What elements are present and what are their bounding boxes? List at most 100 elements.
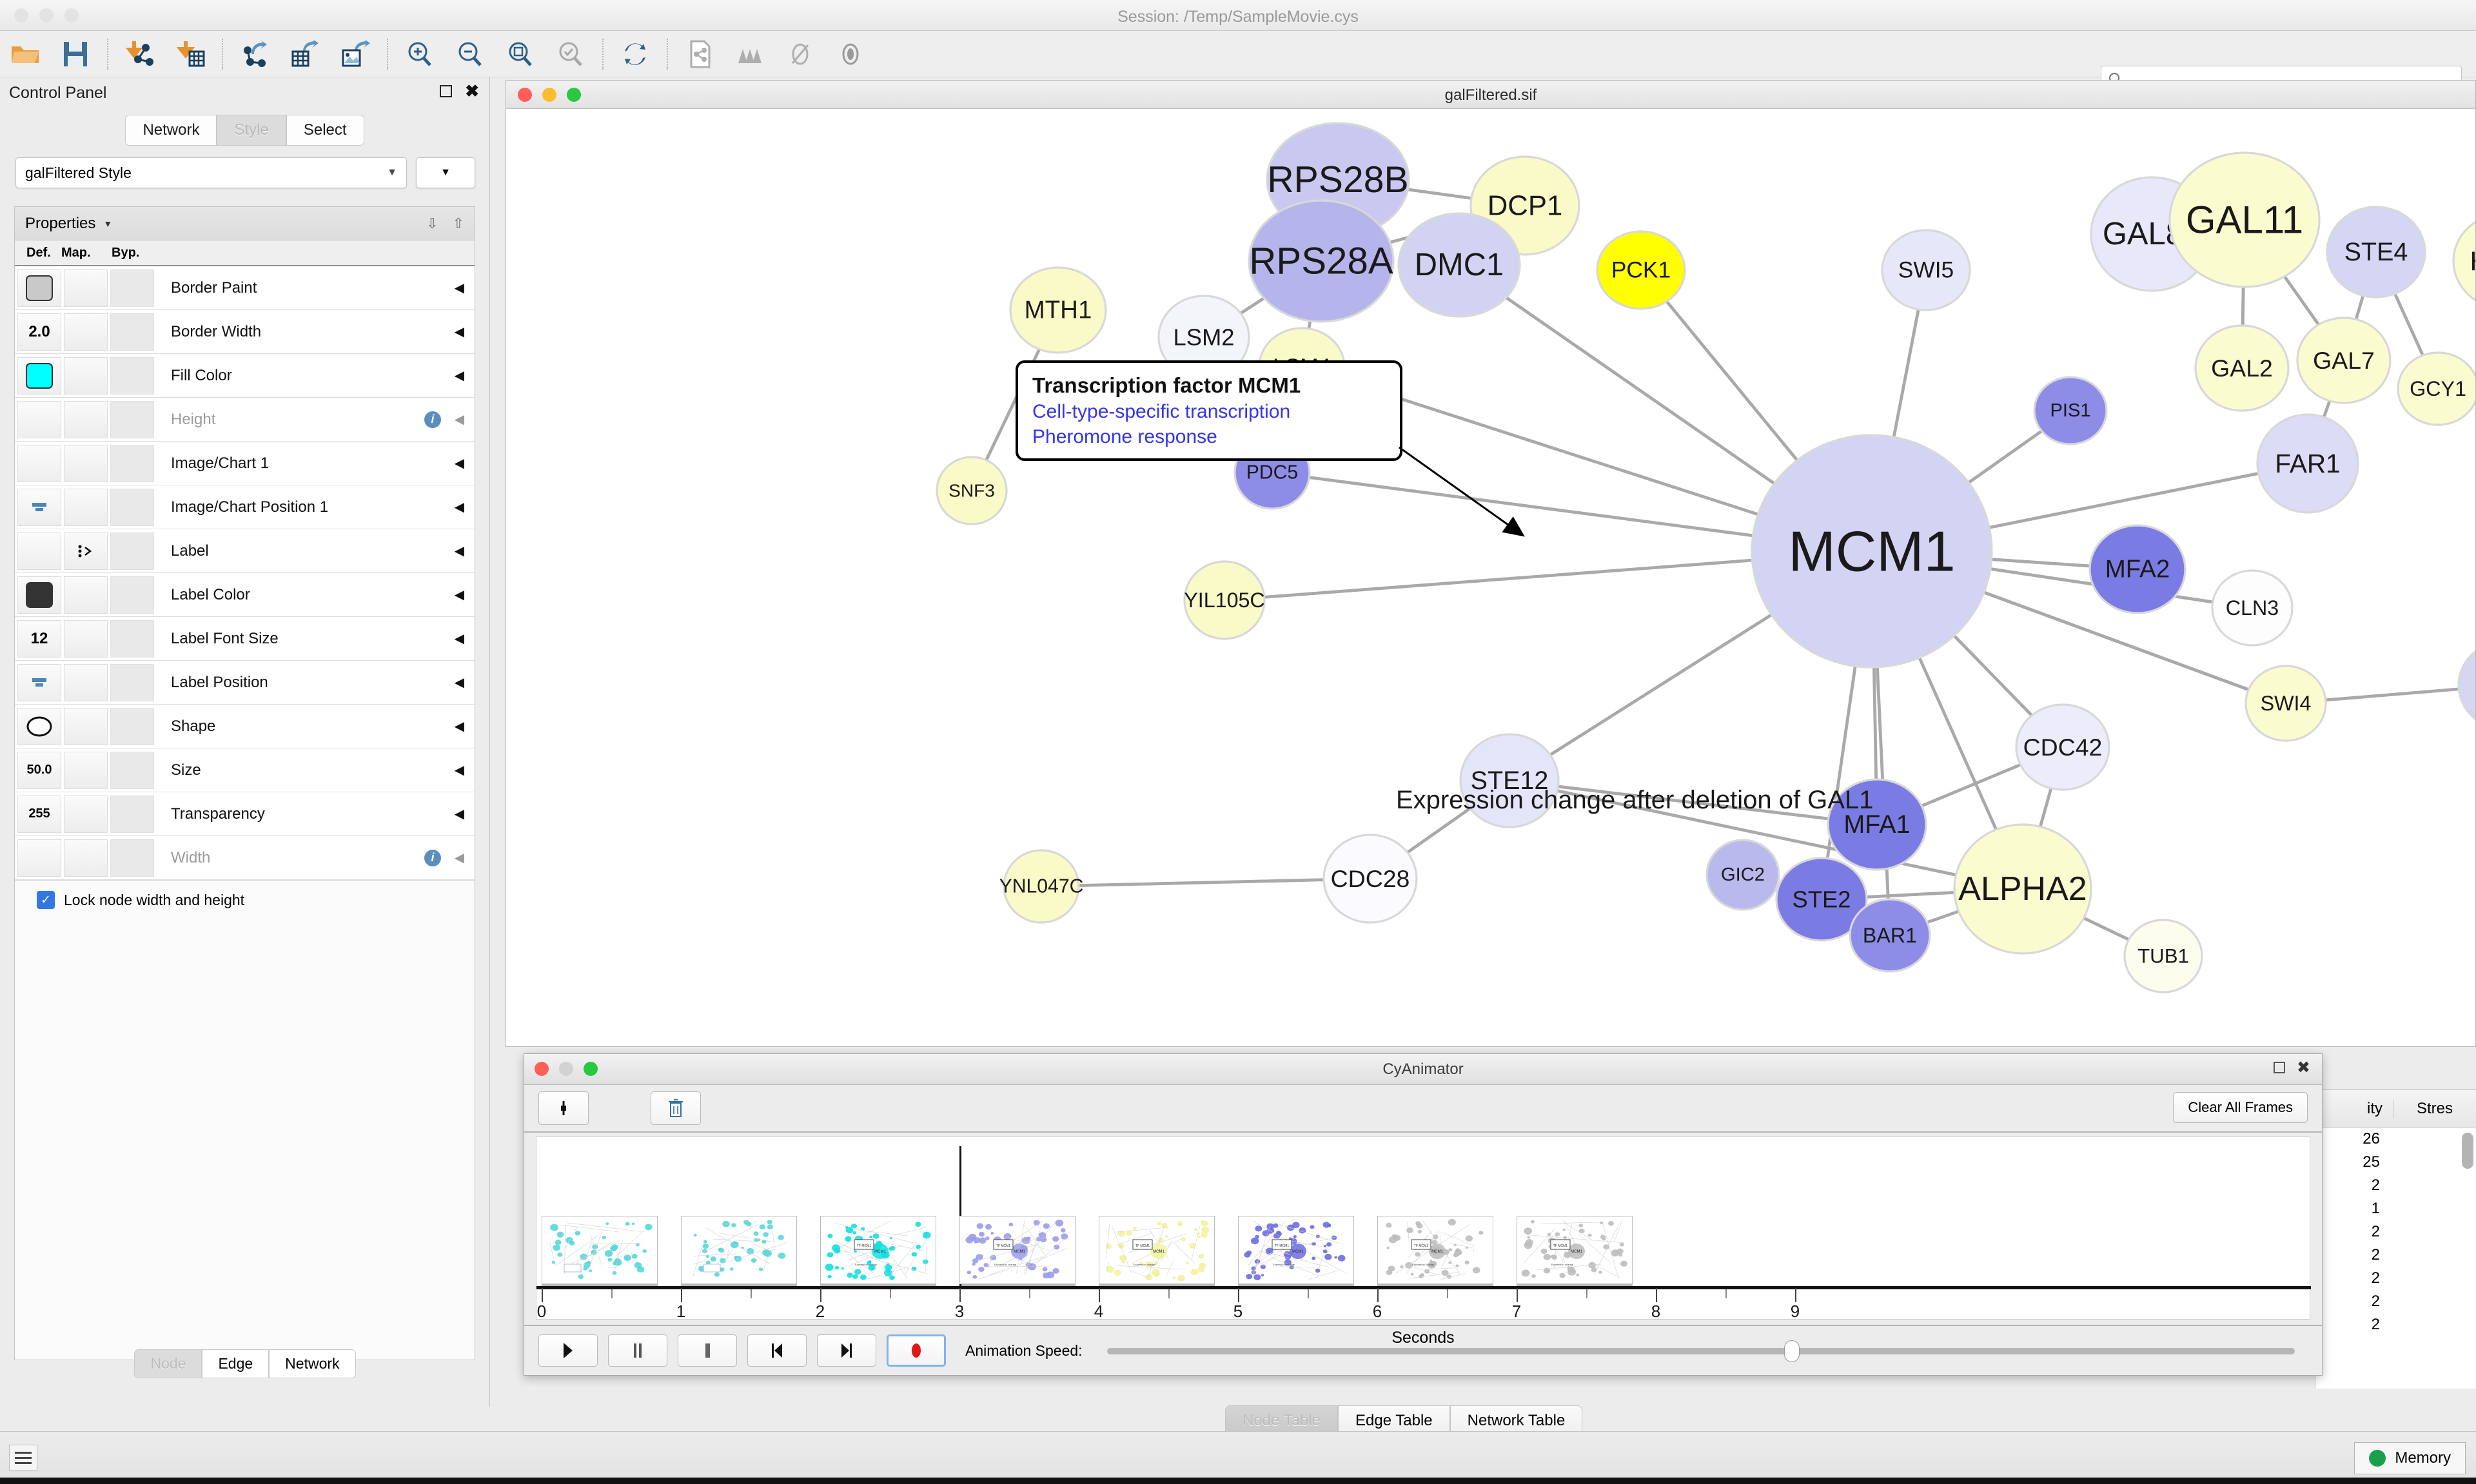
- network-node[interactable]: GAL2: [2194, 324, 2290, 412]
- property-bypass-cell[interactable]: [110, 707, 154, 745]
- maximize-cyanimator-button[interactable]: [584, 1062, 598, 1076]
- property-row[interactable]: Shape ◀: [15, 705, 475, 748]
- property-row[interactable]: Image/Chart Position 1 ◀: [15, 485, 475, 529]
- step-back-button[interactable]: [747, 1334, 807, 1367]
- info-icon[interactable]: i: [424, 411, 441, 428]
- property-mapping-cell[interactable]: [64, 488, 108, 526]
- property-bypass-cell[interactable]: [110, 839, 154, 877]
- network-node[interactable]: GAL11: [2168, 151, 2321, 288]
- style-options-button[interactable]: ▼: [416, 157, 475, 188]
- trash-icon[interactable]: [651, 1091, 701, 1125]
- network-node[interactable]: SLT2: [2457, 641, 2475, 729]
- property-row[interactable]: Image/Chart 1 ◀: [15, 442, 475, 485]
- network-node[interactable]: GAL7: [2296, 317, 2392, 404]
- minimize-network-button[interactable]: [542, 88, 556, 102]
- network-node[interactable]: MCM1: [1751, 434, 1993, 669]
- bottom-tab-edge[interactable]: Edge: [202, 1349, 270, 1378]
- color-swatch[interactable]: [26, 581, 53, 608]
- network-edge[interactable]: [1041, 877, 1371, 888]
- property-default-cell[interactable]: [17, 400, 61, 438]
- tab-style[interactable]: Style: [217, 115, 286, 146]
- property-mapping-cell[interactable]: [64, 576, 108, 614]
- network-node[interactable]: LSM2: [1157, 295, 1250, 380]
- property-default-cell[interactable]: [17, 356, 61, 395]
- property-bypass-cell[interactable]: [110, 795, 154, 833]
- property-mapping-cell[interactable]: [64, 532, 108, 570]
- network-node[interactable]: YIL105C: [1183, 560, 1266, 640]
- network-node[interactable]: TUB1: [2123, 919, 2203, 993]
- maximize-icon[interactable]: [2274, 1062, 2286, 1073]
- property-default-cell[interactable]: 2.0: [17, 313, 61, 351]
- export-table-icon[interactable]: [280, 34, 330, 75]
- property-default-cell[interactable]: [17, 532, 61, 570]
- add-frame-icon[interactable]: [538, 1091, 589, 1125]
- network-node[interactable]: CLN3: [2211, 569, 2294, 647]
- chevron-down-icon[interactable]: ▼: [103, 218, 113, 229]
- network-node[interactable]: RPS28A: [1248, 199, 1395, 323]
- property-bypass-cell[interactable]: [110, 620, 154, 658]
- network-canvas[interactable]: RPS28B DCP1 RPS28A DMC1 PCK1 SWI5 GAL80 GAL11 ST…: [506, 109, 2475, 1046]
- play-button[interactable]: [538, 1334, 598, 1367]
- property-row[interactable]: Width i ◀: [15, 836, 475, 880]
- table-row[interactable]: 2: [2315, 1220, 2476, 1244]
- minimize-window-button[interactable]: [39, 8, 54, 23]
- style-select[interactable]: galFiltered Style ▼: [15, 157, 407, 188]
- color-swatch[interactable]: [26, 362, 53, 389]
- zoom-out-icon[interactable]: [445, 34, 495, 75]
- menu-toggle-icon[interactable]: [9, 1445, 37, 1470]
- property-mapping-cell[interactable]: [64, 356, 108, 395]
- animation-speed-slider[interactable]: [1106, 1338, 2295, 1363]
- property-bypass-cell[interactable]: [110, 400, 154, 438]
- property-mapping-cell[interactable]: [64, 663, 108, 701]
- zoom-in-icon[interactable]: [395, 34, 445, 75]
- network-node[interactable]: ALPHA2: [1953, 823, 2092, 955]
- network-node[interactable]: PCK1: [1596, 230, 1686, 310]
- network-node[interactable]: SNF3: [936, 456, 1008, 525]
- expand-arrow-icon[interactable]: ◀: [454, 544, 464, 558]
- hide-nodes-icon[interactable]: [775, 34, 825, 75]
- save-session-icon[interactable]: [50, 34, 101, 75]
- record-button[interactable]: [887, 1334, 946, 1367]
- info-icon[interactable]: i: [424, 849, 441, 866]
- network-node[interactable]: PIS1: [2033, 376, 2108, 445]
- property-row[interactable]: 12 Label Font Size ◀: [15, 617, 475, 661]
- pause-button[interactable]: [608, 1334, 667, 1367]
- show-nodes-icon[interactable]: [825, 34, 876, 75]
- property-row[interactable]: Border Paint ◀: [15, 266, 475, 310]
- property-mapping-cell[interactable]: [64, 707, 108, 745]
- expand-arrow-icon[interactable]: ◀: [454, 676, 464, 690]
- network-node[interactable]: STE2: [1775, 857, 1868, 942]
- expand-arrow-icon[interactable]: ◀: [454, 325, 464, 339]
- property-bypass-cell[interactable]: [110, 269, 154, 307]
- property-default-cell[interactable]: [17, 663, 61, 701]
- new-network-icon[interactable]: [674, 34, 725, 75]
- tab-network[interactable]: Network: [125, 115, 217, 146]
- network-node[interactable]: MFA1: [1827, 778, 1927, 871]
- property-default-cell[interactable]: 50.0: [17, 751, 61, 789]
- expand-arrow-icon[interactable]: ◀: [454, 719, 464, 734]
- tab-select[interactable]: Select: [286, 115, 364, 146]
- bottom-tab-network[interactable]: Network: [269, 1349, 356, 1378]
- import-table-icon[interactable]: [165, 34, 215, 75]
- table-column-ity[interactable]: ity: [2367, 1099, 2383, 1117]
- refresh-layout-icon[interactable]: [610, 34, 660, 75]
- clear-all-frames-button[interactable]: Clear All Frames: [2173, 1092, 2308, 1123]
- zoom-selected-icon[interactable]: [545, 34, 596, 75]
- property-bypass-cell[interactable]: [110, 576, 154, 614]
- minimize-cyanimator-button[interactable]: [559, 1062, 573, 1076]
- collapse-all-icon[interactable]: ⇩: [426, 215, 438, 231]
- color-swatch[interactable]: [26, 275, 53, 301]
- table-row[interactable]: 2: [2315, 1313, 2476, 1336]
- expand-arrow-icon[interactable]: ◀: [454, 632, 464, 646]
- close-icon[interactable]: ✖: [2297, 1059, 2310, 1077]
- timeline-frame[interactable]: [681, 1216, 797, 1284]
- property-bypass-cell[interactable]: [110, 532, 154, 570]
- property-mapping-cell[interactable]: [64, 795, 108, 833]
- expand-arrow-icon[interactable]: ◀: [454, 456, 464, 471]
- stop-button[interactable]: [678, 1334, 737, 1367]
- close-cyanimator-button[interactable]: [535, 1062, 549, 1076]
- table-scrollbar[interactable]: [2462, 1133, 2473, 1169]
- timeline-track[interactable]: TF MCM1 MCM1 Expression change TF MCM1 MCM1 E…: [536, 1137, 2311, 1347]
- timeline-frame[interactable]: TF MCM1 MCM1 Expression change: [1377, 1216, 1493, 1284]
- timeline-frame[interactable]: TF MCM1 MCM1 Expression change: [820, 1216, 936, 1284]
